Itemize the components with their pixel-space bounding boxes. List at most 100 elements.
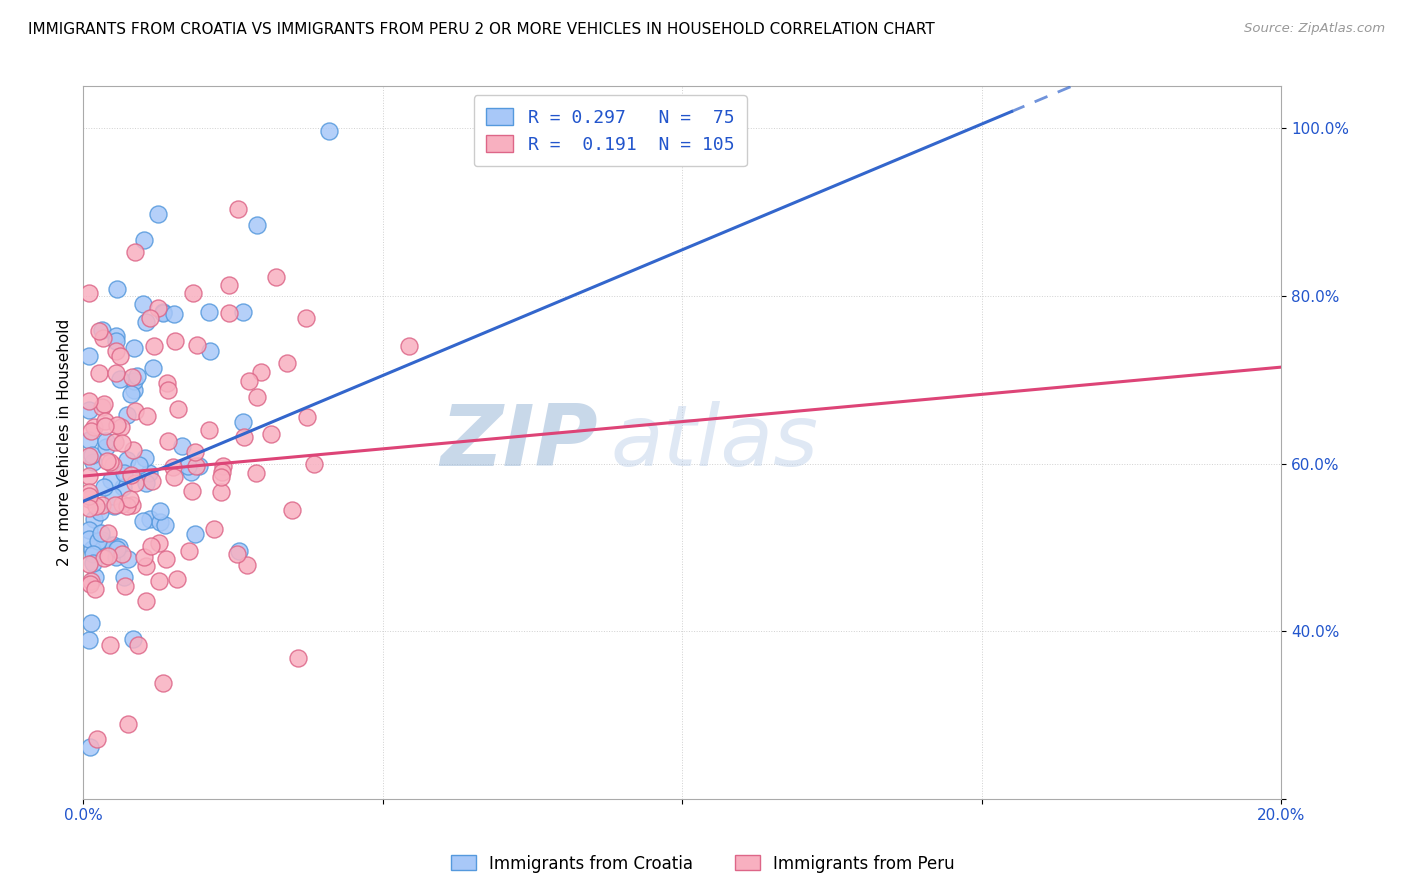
- Point: [134, 450, 156, 465]
- Point: [152, 306, 174, 320]
- Point: [318, 124, 340, 138]
- Point: [90, 400, 112, 414]
- Point: [93, 550, 115, 565]
- Point: [141, 474, 163, 488]
- Point: [77, 285, 100, 300]
- Point: [104, 435, 127, 450]
- Point: [138, 511, 160, 525]
- Point: [80, 448, 103, 462]
- Point: [302, 457, 325, 471]
- Point: [111, 436, 134, 450]
- Point: [93, 331, 115, 345]
- Point: [233, 430, 256, 444]
- Point: [120, 468, 142, 483]
- Point: [281, 503, 304, 517]
- Point: [209, 470, 232, 484]
- Point: [249, 366, 271, 380]
- Point: [105, 418, 128, 433]
- Point: [87, 366, 110, 380]
- Point: [287, 651, 309, 665]
- Point: [245, 466, 267, 480]
- Point: [132, 297, 155, 311]
- Point: [188, 459, 211, 474]
- Point: [77, 492, 100, 507]
- Point: [77, 523, 100, 537]
- Point: [149, 504, 172, 518]
- Text: atlas: atlas: [610, 401, 818, 484]
- Point: [94, 419, 117, 434]
- Point: [115, 408, 138, 422]
- Point: [96, 434, 118, 448]
- Point: [90, 533, 112, 548]
- Point: [135, 315, 157, 329]
- Point: [184, 445, 207, 459]
- Point: [181, 286, 204, 301]
- Point: [132, 233, 155, 247]
- Point: [93, 480, 115, 494]
- Point: [238, 374, 260, 388]
- Point: [80, 616, 103, 631]
- Point: [98, 454, 121, 468]
- Point: [297, 410, 319, 425]
- Point: [77, 468, 100, 483]
- Point: [117, 716, 139, 731]
- Point: [232, 305, 254, 319]
- Point: [77, 532, 100, 546]
- Point: [198, 423, 221, 437]
- Point: [166, 572, 188, 586]
- Point: [122, 383, 145, 397]
- Point: [218, 306, 240, 320]
- Point: [200, 344, 222, 359]
- Point: [94, 414, 117, 428]
- Point: [236, 558, 259, 573]
- Point: [105, 542, 128, 557]
- Point: [103, 500, 125, 514]
- Point: [104, 366, 127, 380]
- Point: [186, 459, 208, 474]
- Point: [152, 305, 174, 319]
- Point: [77, 403, 100, 417]
- Point: [120, 387, 142, 401]
- Point: [135, 475, 157, 490]
- Point: [82, 542, 104, 557]
- Point: [89, 506, 111, 520]
- Point: [84, 500, 107, 514]
- Point: [226, 547, 249, 561]
- Point: [77, 449, 100, 463]
- Point: [121, 370, 143, 384]
- Point: [260, 426, 283, 441]
- Point: [108, 372, 131, 386]
- Point: [204, 522, 226, 536]
- Point: [135, 559, 157, 574]
- Point: [112, 481, 135, 495]
- Point: [112, 466, 135, 480]
- Point: [162, 460, 184, 475]
- Point: [163, 307, 186, 321]
- Point: [177, 459, 200, 474]
- Y-axis label: 2 or more Vehicles in Household: 2 or more Vehicles in Household: [58, 319, 72, 566]
- Text: Source: ZipAtlas.com: Source: ZipAtlas.com: [1244, 22, 1385, 36]
- Point: [77, 632, 100, 647]
- Point: [115, 499, 138, 513]
- Point: [177, 543, 200, 558]
- Point: [121, 498, 143, 512]
- Point: [212, 459, 235, 474]
- Point: [139, 539, 162, 553]
- Point: [104, 550, 127, 565]
- Point: [103, 538, 125, 552]
- Point: [232, 415, 254, 429]
- Point: [128, 458, 150, 472]
- Point: [77, 434, 100, 448]
- Point: [226, 202, 249, 216]
- Point: [77, 393, 100, 408]
- Point: [124, 475, 146, 490]
- Point: [181, 483, 204, 498]
- Point: [111, 547, 134, 561]
- Point: [157, 434, 180, 448]
- Point: [156, 376, 179, 390]
- Point: [100, 473, 122, 487]
- Point: [135, 593, 157, 607]
- Point: [77, 501, 100, 516]
- Point: [153, 518, 176, 533]
- Point: [82, 547, 104, 561]
